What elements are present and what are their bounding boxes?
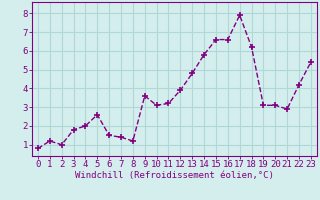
X-axis label: Windchill (Refroidissement éolien,°C): Windchill (Refroidissement éolien,°C) [75,171,274,180]
